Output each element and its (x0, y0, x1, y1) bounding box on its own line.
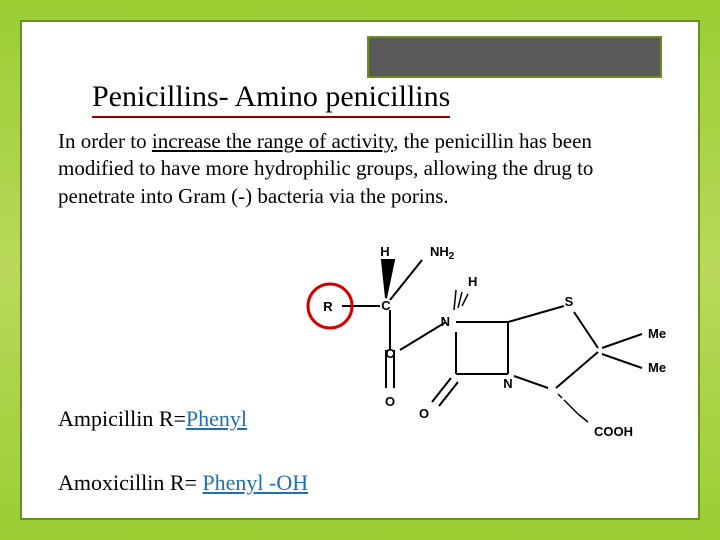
svg-text:S: S (565, 294, 574, 309)
svg-text:Me: Me (648, 326, 666, 341)
svg-text:H: H (468, 274, 477, 289)
amoxicillin-label: Amoxicillin R= (58, 470, 202, 495)
slide-container: Penicillins- Amino penicillins In order … (20, 20, 700, 520)
slide-body: In order to increase the range of activi… (58, 128, 662, 210)
r-label: R (323, 299, 333, 314)
svg-text:Me: Me (648, 360, 666, 375)
ampicillin-phenyl: Phenyl (186, 406, 247, 431)
body-prefix: In order to (58, 129, 152, 153)
chemical-structure-diagram: R H NH2 H N C C O O S N Me Me COOH (272, 240, 680, 450)
svg-text:NH2: NH2 (430, 244, 455, 262)
svg-text:N: N (441, 314, 450, 329)
svg-text:O: O (385, 394, 395, 409)
svg-text:C: C (381, 298, 391, 313)
svg-text:COOH: COOH (594, 424, 633, 439)
svg-text:O: O (419, 406, 429, 421)
slide-title: Penicillins- Amino penicillins (92, 80, 450, 118)
ampicillin-label: Ampicillin R= (58, 406, 186, 431)
body-underline: increase the range of activity (152, 129, 393, 153)
svg-text:C: C (385, 346, 395, 361)
svg-text:N: N (503, 376, 512, 391)
ampicillin-line: Ampicillin R=Phenyl (58, 406, 247, 432)
decorative-top-box (367, 36, 662, 78)
amoxicillin-phenyl: Phenyl -OH (202, 470, 308, 495)
amoxicillin-line: Amoxicillin R= Phenyl -OH (58, 470, 308, 496)
svg-text:H: H (380, 244, 389, 259)
